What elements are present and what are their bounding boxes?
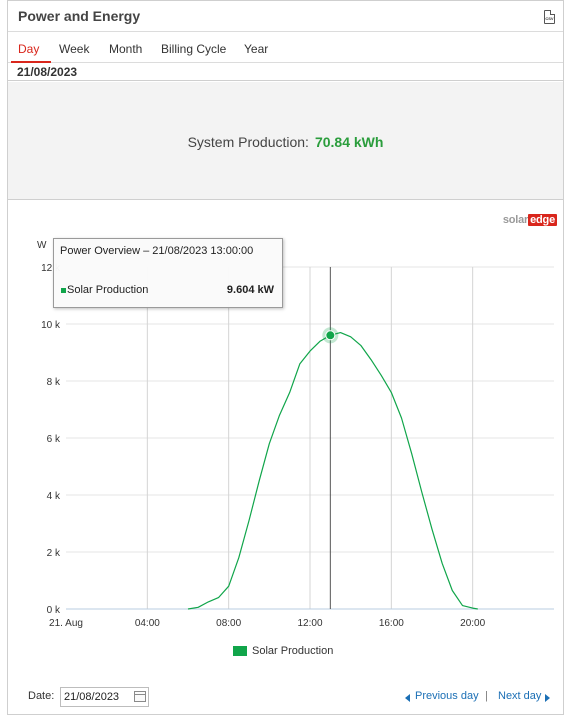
panel-header: Power and Energy CSV [8,1,563,32]
tooltip-series-marker [61,288,66,293]
power-energy-panel: Power and Energy CSV Day Week Month Bill… [7,0,564,715]
tooltip-series-value: 9.604 kW [226,284,274,296]
summary-text: System Production: 70.84 kWh [8,134,563,150]
x-tick-label: 04:00 [135,618,160,629]
highlight-point[interactable] [325,330,336,341]
csv-export-icon[interactable]: CSV [544,10,555,24]
nav-separator: | [485,690,488,702]
tooltip-series-name: Solar Production [67,284,149,296]
chart-series [187,327,478,610]
next-day-link[interactable]: Next day [498,690,542,702]
legend-swatch [233,646,247,656]
tab-week[interactable]: Week [59,42,90,56]
tab-billing-cycle[interactable]: Billing Cycle [161,42,227,56]
previous-day-link[interactable]: Previous day [415,690,479,702]
y-tick-label: 12 k [41,263,61,274]
tab-month[interactable]: Month [109,42,143,56]
csv-icon-text: CSV [545,16,554,21]
tab-year[interactable]: Year [244,42,269,56]
logo-edge-text: edge [528,214,557,226]
logo-solar-text: solar [502,214,529,226]
y-tick-label: 10 k [41,320,61,331]
y-tick-label: 6 k [47,434,61,445]
x-tick-label: 12:00 [297,618,322,629]
x-axis-ticks: 21. Aug 04:00 08:00 12:00 16:00 20:00 [49,618,486,629]
y-tick-label: 0 k [47,605,61,616]
previous-arrow-icon[interactable] [405,694,410,702]
summary-box: System Production: 70.84 kWh [8,82,563,200]
y-axis-ticks: 0 k 2 k 4 k 6 k 8 k 10 k 12 k [41,263,61,616]
y-tick-label: 2 k [47,548,61,559]
y-tick-label: 8 k [47,377,61,388]
x-tick-label: 20:00 [460,618,485,629]
active-tab-indicator [11,61,51,63]
tab-day[interactable]: Day [18,42,40,56]
calendar-icon[interactable] [134,691,146,702]
tooltip-title: Power Overview – 21/08/2023 13:00:00 [60,245,254,257]
date-bar: 21/08/2023 [8,63,563,81]
x-tick-label: 08:00 [216,618,241,629]
next-arrow-icon[interactable] [545,694,550,702]
y-tick-label: 4 k [47,491,61,502]
date-input[interactable] [60,687,149,707]
date-label: Date: [28,690,55,702]
x-tick-label: 16:00 [379,618,404,629]
solaredge-logo: solar edge [503,214,557,226]
chart-grid [66,266,554,610]
summary-label: System Production: [187,134,309,150]
selected-date: 21/08/2023 [17,65,78,79]
chart-tooltip: Power Overview – 21/08/2023 13:00:00 Sol… [53,238,283,308]
x-tick-label: 21. Aug [49,618,83,629]
panel-title: Power and Energy [18,8,141,24]
summary-value: 70.84 kWh [314,134,384,150]
y-axis-label: W [37,240,47,251]
period-tabs: Day Week Month Billing Cycle Year [8,33,563,63]
series-line-solar-production [187,332,478,610]
legend-label: Solar Production [252,645,334,657]
